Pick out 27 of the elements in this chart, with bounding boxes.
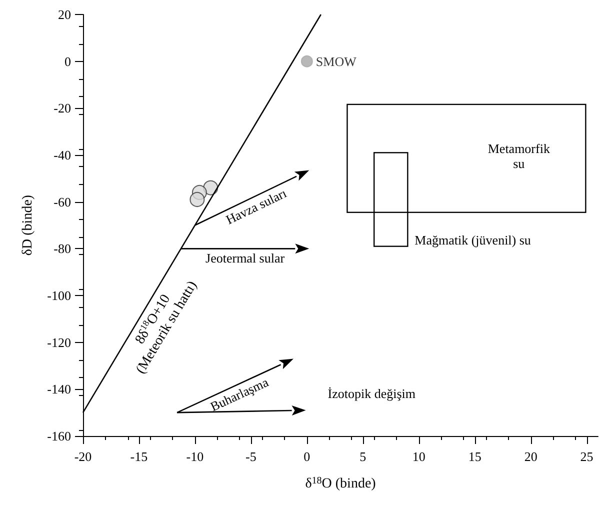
annotation: Havza suları (223, 185, 290, 228)
x-tick-label: 20 (524, 449, 538, 464)
x-tick-label: 25 (580, 449, 594, 464)
annotation: İzotopik değişim (328, 386, 416, 402)
x-tick-label: 15 (468, 449, 482, 464)
x-tick-label: -20 (74, 449, 92, 464)
y-tick-label: -60 (54, 194, 71, 210)
y-tick-label: -100 (47, 288, 71, 303)
y-tick-label: -120 (47, 334, 71, 350)
x-tick-label: -5 (246, 449, 256, 464)
annotation: Metamorfik su (488, 141, 550, 171)
annotation: Jeotermal sular (206, 250, 286, 266)
y-tick-label: 20 (58, 7, 71, 22)
series-label: SMOW (316, 54, 358, 69)
y-tick-label: 0 (64, 54, 71, 69)
x-tick-label: 0 (304, 449, 310, 464)
x-tick-label: 10 (412, 449, 426, 464)
y-tick-label: -140 (47, 382, 71, 397)
x-tick-label: -10 (186, 449, 204, 464)
y-tick-label: -160 (47, 428, 71, 444)
annotation: Mağmatik (jüvenil) su (414, 232, 532, 248)
y-tick-label: -40 (54, 148, 71, 162)
x-tick-label: -15 (130, 449, 148, 464)
y-tick-label: -80 (54, 241, 71, 256)
x-tick-label: 5 (360, 449, 366, 464)
y-tick-label: -20 (54, 100, 71, 116)
y-axis-title: δD (binde) (20, 194, 36, 256)
